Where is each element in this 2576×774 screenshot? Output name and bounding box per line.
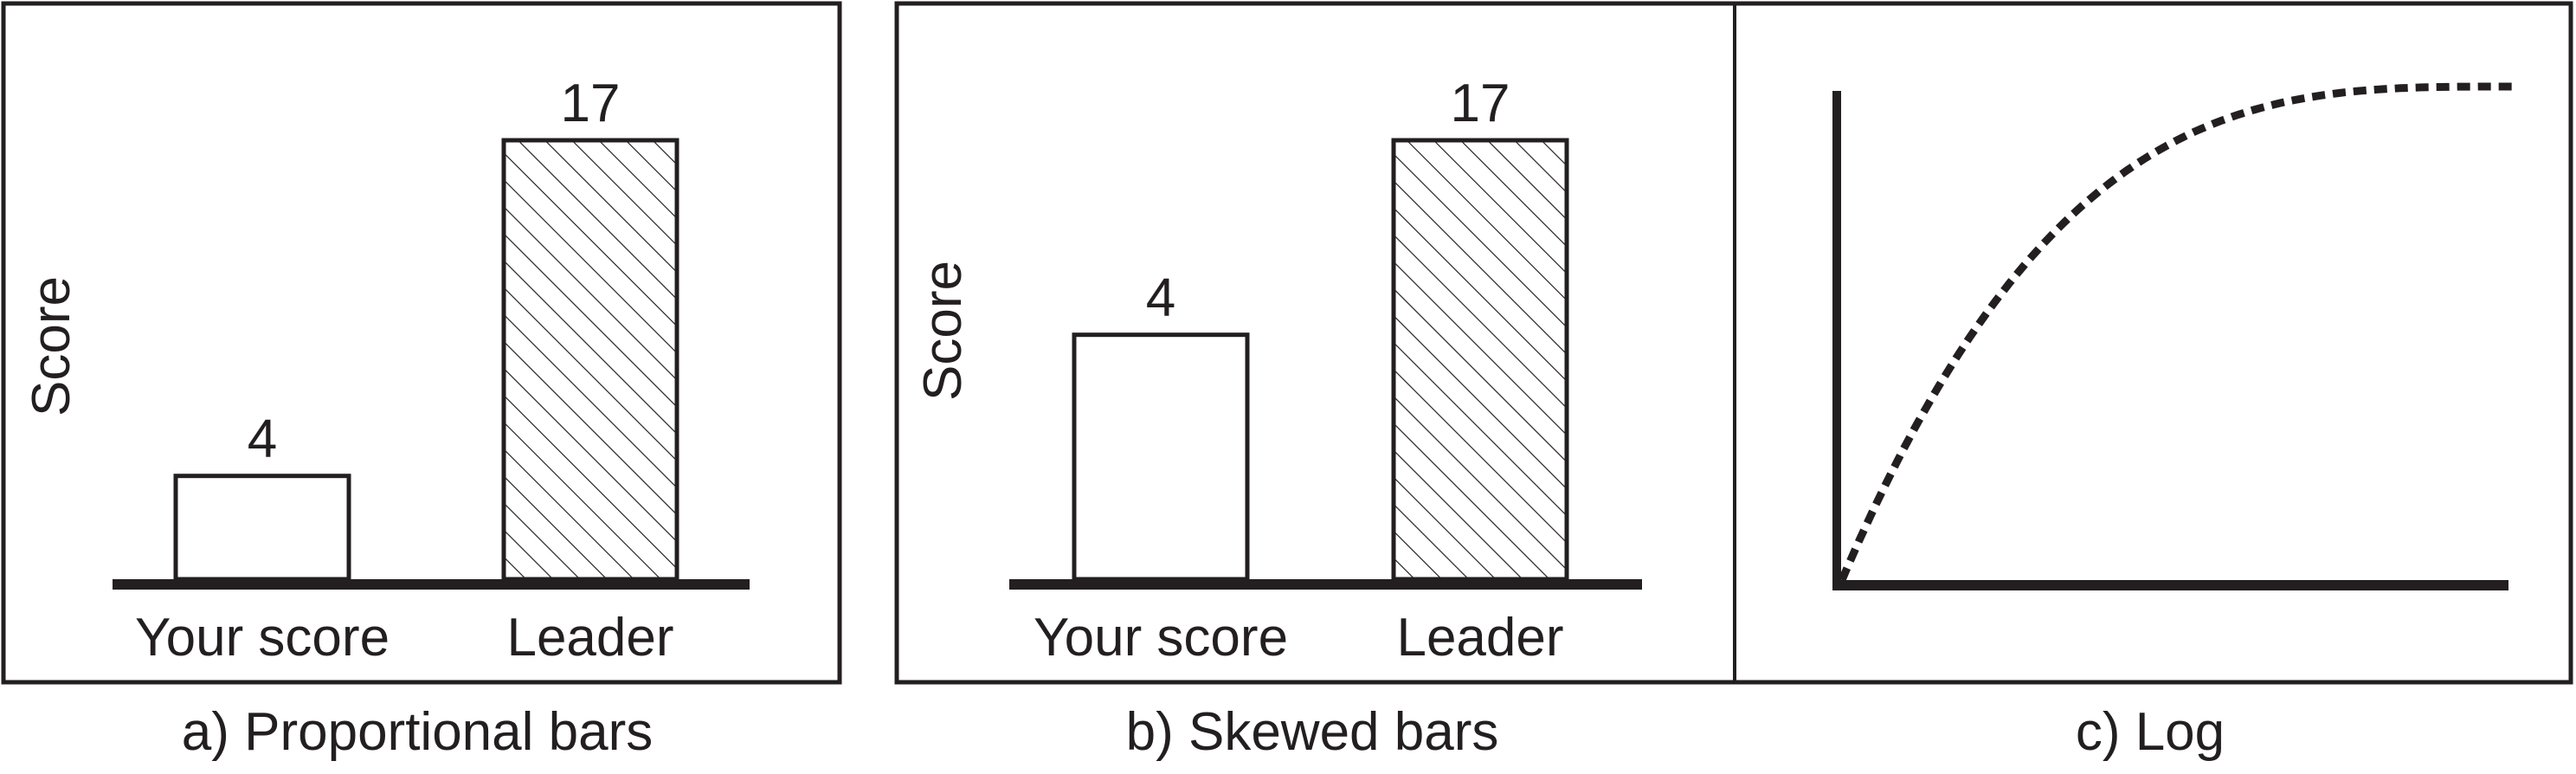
panel-c: c) Log <box>1733 3 2512 762</box>
panel-b-ylabel: Score <box>913 261 973 401</box>
bar-your-score <box>1072 332 1250 582</box>
panel-a-caption: a) Proportional bars <box>182 702 654 762</box>
category-label: Your score <box>1034 608 1288 668</box>
bar-value-label: 17 <box>1451 74 1510 133</box>
panel-a-bars: 4 Your score 17 Leader <box>135 74 679 668</box>
panel-a-ylabel: Score <box>22 276 81 416</box>
bar-value-label: 4 <box>248 410 277 469</box>
panel-a: Score 4 Your score 17 Leader a) Proportiona… <box>1 1 842 762</box>
bar-leader <box>501 138 679 582</box>
category-label: Your score <box>135 608 390 668</box>
panel-b: Score 4 Your score 17 Leader b) Skewed bars <box>894 1 2573 762</box>
bar-value-label: 17 <box>561 74 621 133</box>
category-label: Leader <box>1396 608 1563 668</box>
bar-leader <box>1391 138 1569 582</box>
panel-c-caption: c) Log <box>2076 702 2225 762</box>
panel-b-caption: b) Skewed bars <box>1126 702 1499 762</box>
bar-your-score <box>173 474 351 582</box>
panel-b-bars: 4 Your score 17 Leader <box>1034 74 1569 668</box>
panel-c-log-curve <box>1838 82 2512 582</box>
panel-a-frame <box>1 1 842 685</box>
bar-value-label: 4 <box>1146 268 1175 328</box>
category-label: Leader <box>506 608 673 668</box>
